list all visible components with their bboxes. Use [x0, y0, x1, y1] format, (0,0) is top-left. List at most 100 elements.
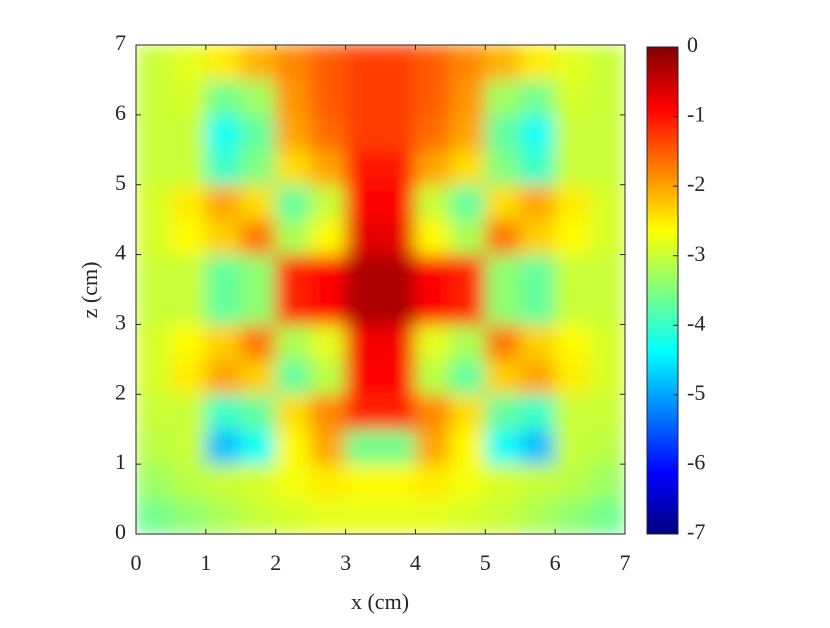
heat-cell — [240, 254, 277, 290]
heat-cell — [484, 79, 521, 116]
heat-cell — [519, 45, 556, 81]
heat-cell — [205, 393, 242, 430]
heat-cell — [205, 184, 242, 221]
heat-cell — [310, 45, 347, 81]
heat-cell — [449, 79, 486, 116]
heat-cell — [310, 323, 347, 360]
heat-cell — [170, 149, 207, 186]
heat-cell — [589, 184, 625, 221]
x-tick-label: 5 — [480, 550, 491, 575]
heat-cell — [589, 79, 625, 116]
heat-cell — [310, 149, 347, 186]
heat-cell — [484, 358, 521, 395]
heat-cell — [519, 254, 556, 290]
heat-cell — [484, 184, 521, 221]
heat-cell — [240, 184, 277, 221]
heat-cell — [449, 114, 486, 151]
heat-cell — [449, 219, 486, 256]
heat-cell — [345, 219, 381, 256]
heat-cell — [310, 289, 347, 325]
heat-cell — [170, 219, 207, 256]
heat-cell — [240, 323, 277, 360]
heat-cell — [554, 254, 591, 290]
heat-cell — [554, 428, 591, 465]
heat-cell — [136, 393, 172, 430]
heat-cell — [519, 184, 556, 221]
heat-cell — [589, 498, 625, 534]
heat-cell — [345, 289, 381, 325]
x-tick-label: 2 — [270, 550, 281, 575]
heat-cell — [170, 358, 207, 395]
colorbar-tick-label: -1 — [687, 102, 705, 127]
heatmap — [136, 45, 625, 534]
y-tick-label: 5 — [115, 170, 126, 195]
heat-cell — [170, 498, 207, 534]
heat-cell — [414, 358, 451, 395]
colorbar-tick-label: -3 — [687, 241, 705, 266]
heat-cell — [275, 463, 312, 500]
heat-cell — [589, 149, 625, 186]
heat-cell — [170, 463, 207, 500]
heat-cell — [519, 79, 556, 116]
heat-cell — [449, 254, 486, 290]
heat-cell — [205, 45, 242, 81]
heat-cell — [275, 428, 312, 465]
x-tick-label: 0 — [131, 550, 142, 575]
heat-cell — [205, 323, 242, 360]
heat-cell — [554, 114, 591, 151]
heat-cell — [380, 149, 416, 186]
heat-cell — [414, 219, 451, 256]
heat-cell — [275, 498, 312, 534]
heat-cell — [589, 463, 625, 500]
y-tick-label: 3 — [115, 309, 126, 334]
heat-cell — [519, 114, 556, 151]
x-tick-label: 1 — [200, 550, 211, 575]
heat-cell — [136, 114, 172, 151]
heat-cell — [554, 184, 591, 221]
heat-cell — [484, 463, 521, 500]
heat-cell — [484, 149, 521, 186]
heat-cell — [345, 114, 381, 151]
heat-cell — [170, 428, 207, 465]
heat-cell — [484, 114, 521, 151]
heat-cell — [380, 428, 416, 465]
y-tick-label: 6 — [115, 100, 126, 125]
heat-cell — [449, 184, 486, 221]
heat-cell — [310, 219, 347, 256]
heat-cell — [380, 323, 416, 360]
heat-cell — [414, 289, 451, 325]
heat-cell — [345, 498, 381, 534]
heat-cell — [310, 79, 347, 116]
x-tick-label: 7 — [620, 550, 631, 575]
heat-cell — [414, 184, 451, 221]
heat-cell — [554, 498, 591, 534]
heat-cell — [240, 149, 277, 186]
heat-cell — [589, 428, 625, 465]
heat-cell — [205, 149, 242, 186]
heat-cell — [136, 219, 172, 256]
heat-cell — [275, 114, 312, 151]
heat-cell — [136, 323, 172, 360]
heat-cell — [414, 79, 451, 116]
heat-cell — [170, 45, 207, 81]
heat-cell — [345, 79, 381, 116]
heat-cell — [554, 219, 591, 256]
heat-cell — [310, 498, 347, 534]
heat-cell — [310, 393, 347, 430]
heat-cell — [345, 463, 381, 500]
heat-cell — [589, 323, 625, 360]
heat-cell — [380, 114, 416, 151]
heat-cell — [136, 428, 172, 465]
heat-cell — [414, 323, 451, 360]
y-tick-label: 2 — [115, 379, 126, 404]
heat-cell — [380, 254, 416, 290]
heat-cell — [310, 428, 347, 465]
heat-cell — [205, 114, 242, 151]
heat-cell — [554, 149, 591, 186]
heat-cell — [240, 463, 277, 500]
heat-cell — [136, 254, 172, 290]
x-axis-label: x (cm) — [351, 589, 409, 614]
heat-cell — [589, 219, 625, 256]
heat-cell — [205, 358, 242, 395]
